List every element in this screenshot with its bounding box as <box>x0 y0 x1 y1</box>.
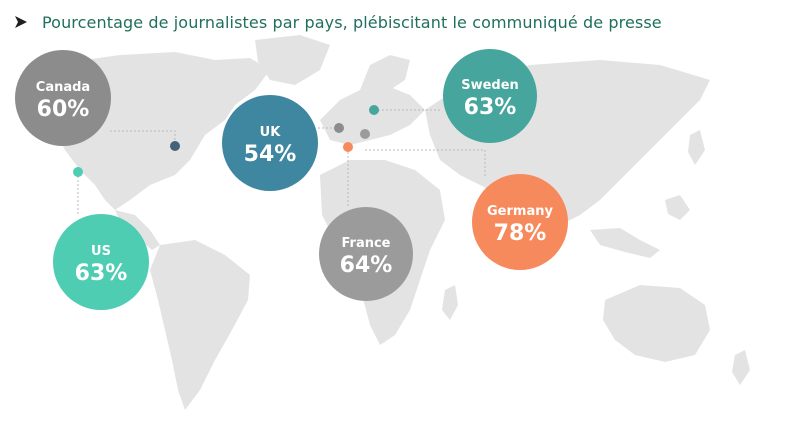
bubble-us: US 63% <box>53 214 149 310</box>
dot-uk <box>334 123 344 133</box>
bubble-circle-germany <box>472 174 568 270</box>
bubble-sweden: Sweden 63% <box>443 49 537 143</box>
bubble-label-germany: Germany <box>487 204 553 219</box>
bubble-value-canada: 60% <box>37 97 90 122</box>
title-row: Pourcentage de journalistes par pays, pl… <box>14 8 662 36</box>
bubble-value-uk: 54% <box>244 142 297 167</box>
bubble-label-sweden: Sweden <box>461 78 519 93</box>
dot-germany <box>360 129 370 139</box>
bubble-circle-france <box>319 207 413 301</box>
bubble-circle-us <box>53 214 149 310</box>
bubble-germany: Germany 78% <box>472 174 568 270</box>
bubble-value-france: 64% <box>340 253 393 278</box>
bubble-circle-canada <box>15 50 111 146</box>
bubble-france: France 64% <box>319 207 413 301</box>
bubble-label-france: France <box>341 236 390 251</box>
location-dots <box>73 105 379 177</box>
dot-sweden <box>369 105 379 115</box>
page-title: Pourcentage de journalistes par pays, pl… <box>42 12 662 32</box>
bubble-uk: UK 54% <box>222 95 318 191</box>
bubble-circle-sweden <box>443 49 537 143</box>
bubble-value-sweden: 63% <box>464 95 517 120</box>
dot-france <box>343 142 353 152</box>
bubble-circle-uk <box>222 95 318 191</box>
bubble-value-germany: 78% <box>494 221 547 246</box>
bubble-canada: Canada 60% <box>15 50 111 146</box>
dot-us <box>73 167 83 177</box>
bubble-label-us: US <box>91 244 111 259</box>
dot-canada <box>170 141 180 151</box>
bubble-value-us: 63% <box>75 261 128 286</box>
arrow-bullet-icon <box>15 16 27 28</box>
bubble-label-canada: Canada <box>36 80 90 95</box>
country-bubbles: Canada 60% UK 54% Sweden 63% US 63% France 64% Ger… <box>15 49 568 310</box>
bubble-label-uk: UK <box>260 125 282 140</box>
